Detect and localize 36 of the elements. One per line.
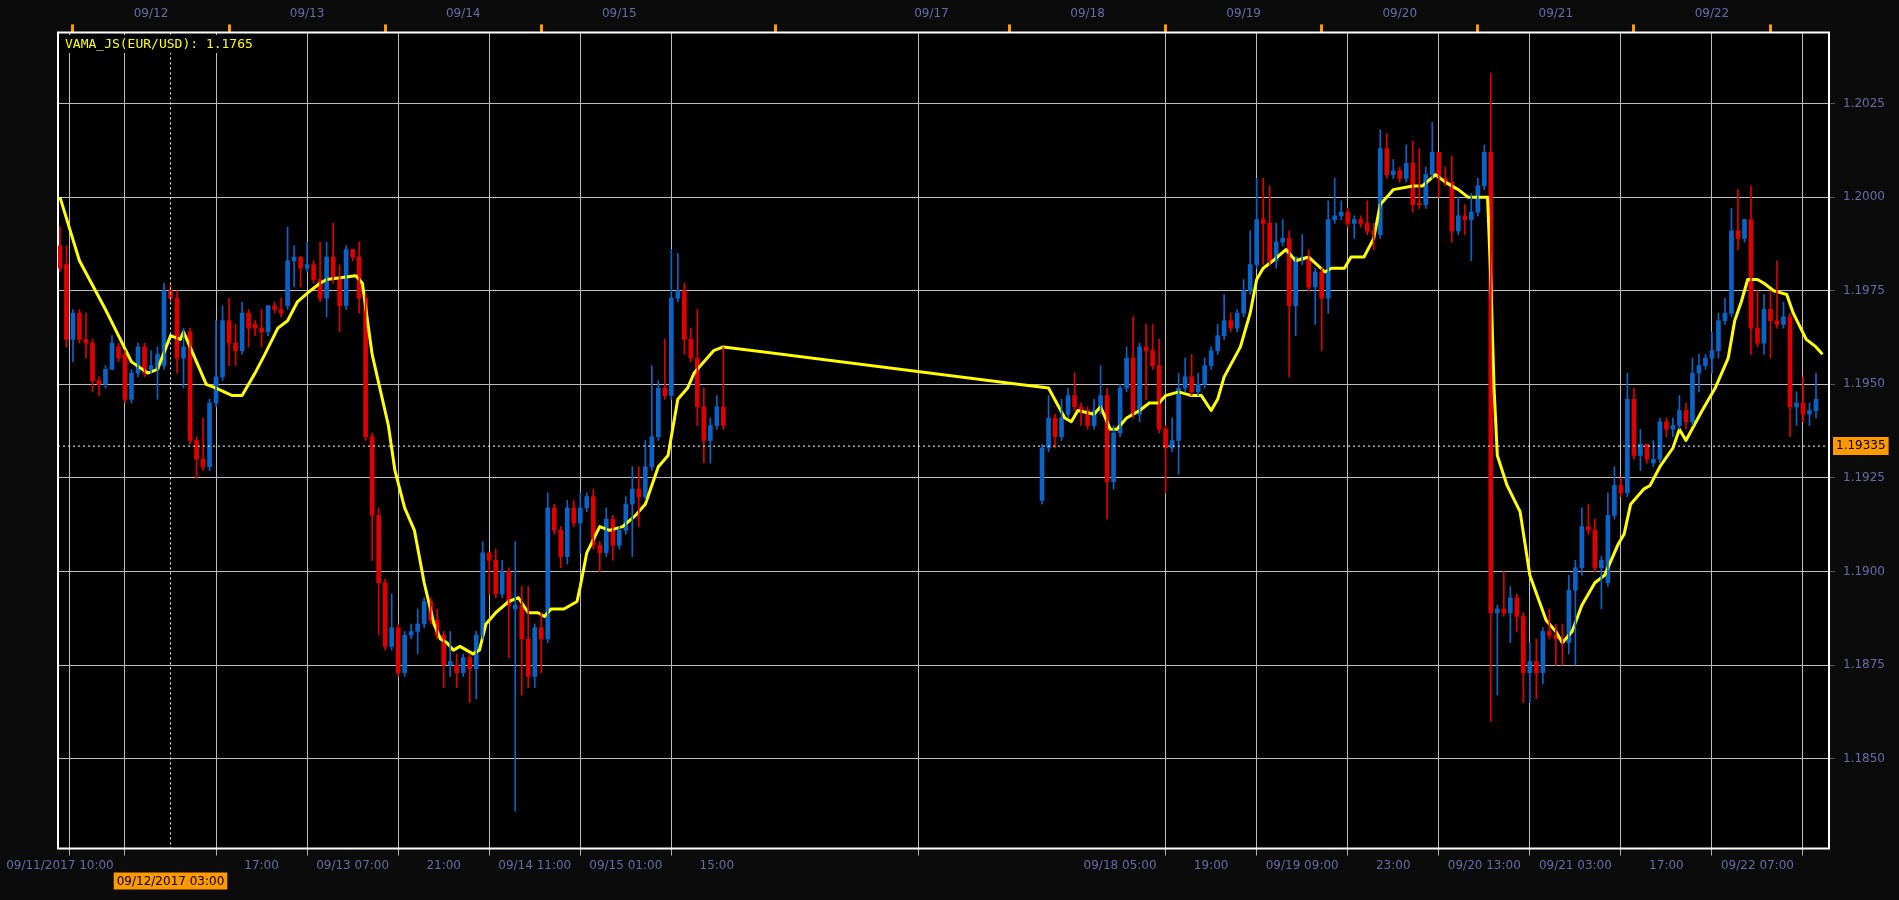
y-tick-label: 1.2025 (1843, 95, 1886, 110)
x-tick-label: 09/11/2017 10:00 (6, 857, 114, 872)
x2-tick-label: 09/13 (289, 6, 325, 21)
x-tick-label: 09/22 07:00 (1720, 857, 1794, 872)
x-tick-label: 09/19 09:00 (1265, 857, 1339, 872)
ref-line-label: 1.19335 (1836, 438, 1886, 453)
x-tick-label: 21:00 (426, 857, 461, 872)
x-tick-label: 23:00 (1375, 857, 1411, 872)
y-tick-label: 1.1925 (1843, 470, 1886, 485)
x-tick-label: 19:00 (1193, 857, 1229, 872)
ref-line-label: 09/12/2017 03:00 (116, 873, 225, 888)
x2-tick-label: 09/21 (1538, 6, 1574, 21)
x2-tick-label: 09/15 (601, 6, 637, 21)
y-tick-label: 1.1975 (1843, 282, 1886, 297)
x2-tick-label: 09/18 (1070, 6, 1105, 21)
x2-tick-label: 09/12 (133, 6, 169, 21)
x-tick-label: 09/20 13:00 (1447, 857, 1521, 872)
x-tick-label: 09/13 07:00 (316, 857, 390, 872)
y-tick-label: 1.1950 (1843, 376, 1886, 391)
y-tick-label: 1.1850 (1843, 750, 1886, 765)
y-tick-label: 1.1875 (1843, 657, 1886, 672)
x2-tick-label: 09/19 (1226, 6, 1261, 21)
x-tick-label: 17:00 (1649, 857, 1684, 872)
x2-tick-label: 09/20 (1382, 6, 1418, 21)
x2-tick-label: 09/14 (445, 6, 481, 21)
y-tick-label: 1.2000 (1843, 189, 1886, 204)
y-tick-label: 1.1900 (1843, 563, 1886, 578)
text: VAMA_JS(EUR/USD): 1.1765 (65, 36, 253, 53)
x2-tick-label: 09/17 (914, 6, 949, 21)
x2-tick-label: 09/22 (1694, 6, 1730, 21)
x-tick-label: 09/18 05:00 (1083, 857, 1157, 872)
x-tick-label: 09/15 01:00 (589, 857, 663, 872)
x-tick-label: 17:00 (244, 857, 279, 872)
x-tick-label: 09/21 03:00 (1538, 857, 1612, 872)
x-tick-label: 15:00 (699, 857, 735, 872)
x-tick-label: 09/14 11:00 (498, 857, 572, 872)
